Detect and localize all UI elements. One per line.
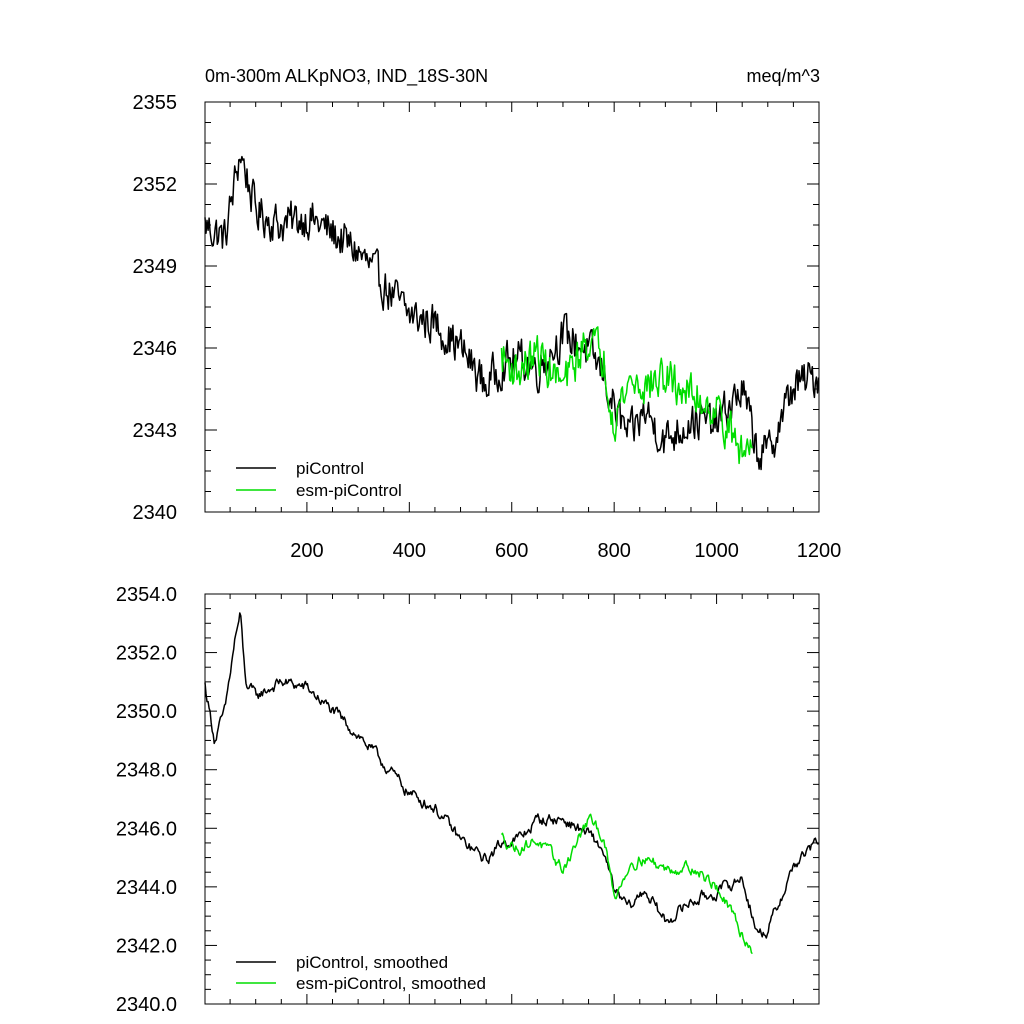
y-tick-label: 2346 bbox=[133, 338, 178, 360]
y-tick-label: 2354.0 bbox=[116, 584, 177, 606]
top-panel: 0m-300m ALKpNO3, IND_18S-30N meq/m^3 200… bbox=[133, 66, 842, 562]
legend: piControl esm-piControl bbox=[236, 459, 402, 500]
chart-units: meq/m^3 bbox=[747, 66, 820, 86]
y-tick-label: 2344.0 bbox=[116, 877, 177, 899]
y-tick-label: 2343 bbox=[133, 420, 178, 442]
chart-title: 0m-300m ALKpNO3, IND_18S-30N bbox=[205, 66, 488, 87]
legend-label-esm-piControl-smoothed: esm-piControl, smoothed bbox=[296, 974, 486, 993]
series-line-esm-picontrol-smoothed bbox=[500, 813, 753, 955]
y-tick-label: 2355 bbox=[133, 92, 178, 114]
y-tick-label: 2340.0 bbox=[116, 994, 177, 1016]
legend: piControl, smoothed esm-piControl, smoot… bbox=[236, 953, 486, 993]
series-line-picontrol bbox=[204, 155, 820, 471]
y-tick-label: 2349 bbox=[133, 256, 178, 278]
y-tick-label: 2340 bbox=[133, 502, 178, 524]
plot-frame bbox=[204, 593, 820, 1005]
x-tick-label: 400 bbox=[393, 540, 426, 562]
x-tick-label: 200 bbox=[290, 540, 323, 562]
y-tick-label: 2346.0 bbox=[116, 818, 177, 840]
legend-label-esm-piControl: esm-piControl bbox=[296, 481, 402, 500]
bottom-panel: 2340.0 2342.0 2344.0 2346.0 2348.0 2350.0 2352… bbox=[116, 584, 820, 1016]
x-tick-label: 1200 bbox=[797, 540, 842, 562]
y-tick-label: 2352.0 bbox=[116, 643, 177, 665]
plot-frame bbox=[204, 101, 820, 513]
y-tick-label: 2352 bbox=[133, 174, 178, 196]
y-tick-label: 2350.0 bbox=[116, 701, 177, 723]
x-tick-label: 1000 bbox=[694, 540, 739, 562]
y-tick-label: 2348.0 bbox=[116, 760, 177, 782]
legend-label-piControl: piControl bbox=[296, 459, 364, 478]
series-line-esm-picontrol bbox=[500, 326, 754, 465]
series-line-picontrol-smoothed bbox=[204, 612, 819, 939]
x-tick-label: 800 bbox=[597, 540, 630, 562]
legend-label-piControl-smoothed: piControl, smoothed bbox=[296, 953, 448, 972]
y-tick-label: 2342.0 bbox=[116, 935, 177, 957]
x-tick-label: 600 bbox=[495, 540, 528, 562]
